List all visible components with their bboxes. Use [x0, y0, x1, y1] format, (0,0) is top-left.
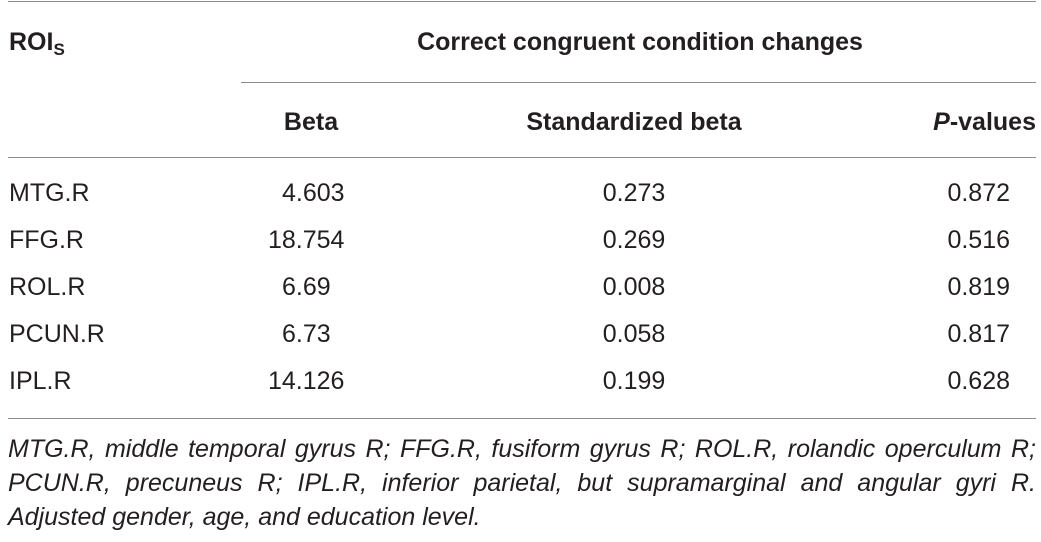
bottom-rule [8, 418, 1036, 419]
std-beta-cell: 0.269 [602, 226, 666, 254]
roi-subscript: S [53, 40, 65, 59]
beta-cell: 14.126 [268, 367, 345, 395]
p-value-cell: 0.516 [947, 226, 1010, 254]
std-beta-cell: 0.008 [602, 273, 666, 301]
std-beta-cell: 0.058 [602, 320, 666, 348]
header-rule [8, 157, 1036, 158]
std-beta-cell: 0.273 [602, 179, 666, 207]
std-beta-cell: 0.199 [602, 367, 666, 395]
beta-cell: 6.69 [282, 273, 331, 301]
std-beta-header: Standardized beta [526, 108, 742, 136]
group-header: Correct congruent condition changes [417, 28, 863, 56]
p-value-cell: 0.872 [947, 179, 1010, 207]
p-value-cell: 0.628 [947, 367, 1010, 395]
top-rule [8, 1, 1036, 2]
roi-cell: PCUN.R [9, 320, 105, 348]
group-rule [241, 82, 1036, 83]
table-footnote: MTG.R, middle temporal gyrus R; FFG.R, f… [8, 435, 1036, 531]
beta-cell: 18.754 [268, 226, 345, 254]
roi-cell: ROL.R [9, 273, 86, 301]
p-values-header: P-values [933, 108, 1036, 136]
roi-cell: FFG.R [9, 226, 84, 254]
roi-cell: IPL.R [9, 367, 72, 395]
roi-cell: MTG.R [9, 179, 90, 207]
beta-cell: 6.73 [282, 320, 331, 348]
roi-header: ROIS [9, 28, 65, 59]
beta-cell: 4.603 [282, 179, 345, 207]
p-value-cell: 0.819 [947, 273, 1010, 301]
beta-header: Beta [283, 108, 339, 136]
p-value-cell: 0.817 [947, 320, 1010, 348]
